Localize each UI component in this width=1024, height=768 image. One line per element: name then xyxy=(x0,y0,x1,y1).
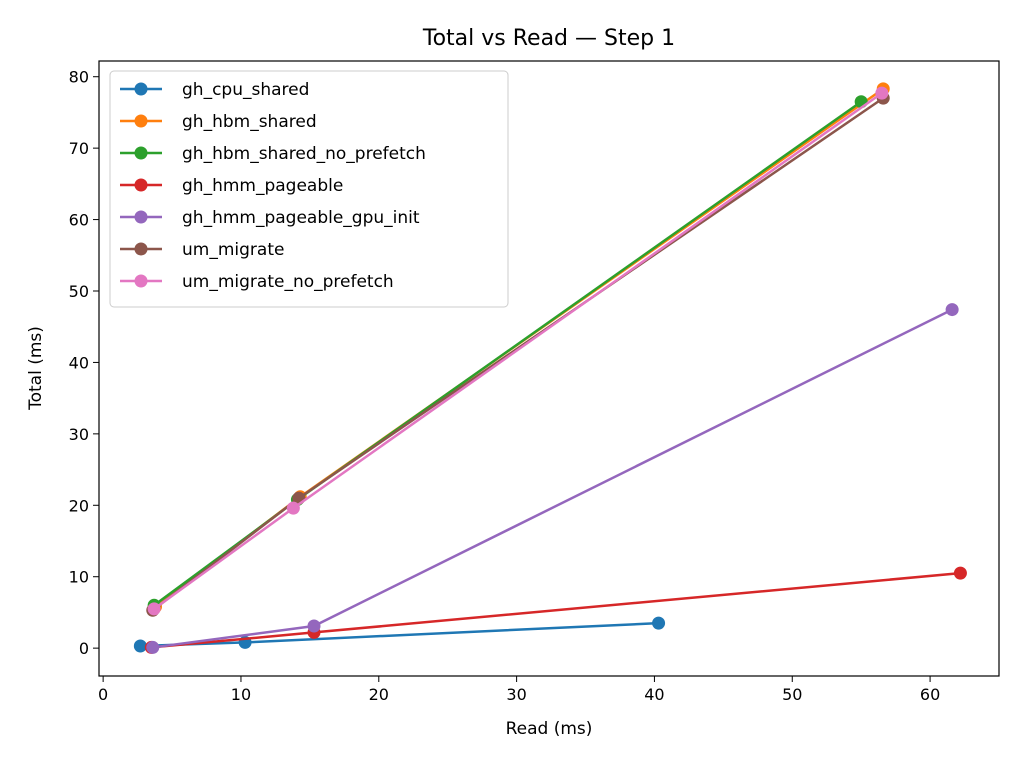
y-tick-label: 50 xyxy=(69,282,89,301)
x-tick-label: 60 xyxy=(920,685,940,704)
data-point xyxy=(954,567,967,580)
legend-marker xyxy=(135,243,148,256)
data-point xyxy=(652,617,665,630)
y-tick-label: 0 xyxy=(79,639,89,658)
data-point xyxy=(875,87,888,100)
x-tick-label: 50 xyxy=(782,685,802,704)
legend-marker xyxy=(135,275,148,288)
x-axis-label: Read (ms) xyxy=(506,719,593,739)
legend-label: gh_hbm_shared_no_prefetch xyxy=(182,144,426,164)
y-tick-label: 80 xyxy=(69,68,89,87)
y-tick-label: 10 xyxy=(69,568,89,587)
y-tick-label: 40 xyxy=(69,353,89,372)
data-point xyxy=(134,640,147,653)
legend-label: um_migrate_no_prefetch xyxy=(182,272,394,292)
data-point xyxy=(308,620,321,633)
data-point xyxy=(148,602,161,615)
x-tick-label: 10 xyxy=(231,685,251,704)
legend-marker xyxy=(135,211,148,224)
legend-marker xyxy=(135,179,148,192)
y-tick-label: 60 xyxy=(69,211,89,230)
x-tick-label: 40 xyxy=(644,685,664,704)
data-point xyxy=(287,502,300,515)
legend: gh_cpu_shared gh_hbm_shared gh_hbm_shared_… xyxy=(110,71,508,307)
legend-label: gh_hmm_pageable xyxy=(182,176,343,196)
chart-title: Total vs Read — Step 1 xyxy=(422,26,675,51)
legend-marker xyxy=(135,83,148,96)
y-tick-label: 70 xyxy=(69,139,89,158)
x-tick-label: 0 xyxy=(98,685,108,704)
data-point xyxy=(946,303,959,316)
y-axis-label: Total (ms) xyxy=(26,326,46,411)
data-point xyxy=(146,641,159,654)
x-tick-label: 30 xyxy=(506,685,526,704)
y-tick-label: 20 xyxy=(69,496,89,515)
legend-label: gh_hbm_shared xyxy=(182,112,317,132)
legend-label: gh_cpu_shared xyxy=(182,80,309,100)
legend-label: um_migrate xyxy=(182,240,284,260)
legend-marker xyxy=(135,115,148,128)
legend-marker xyxy=(135,147,148,160)
legend-label: gh_hmm_pageable_gpu_init xyxy=(182,208,420,228)
x-tick-label: 20 xyxy=(369,685,389,704)
y-tick-label: 30 xyxy=(69,425,89,444)
